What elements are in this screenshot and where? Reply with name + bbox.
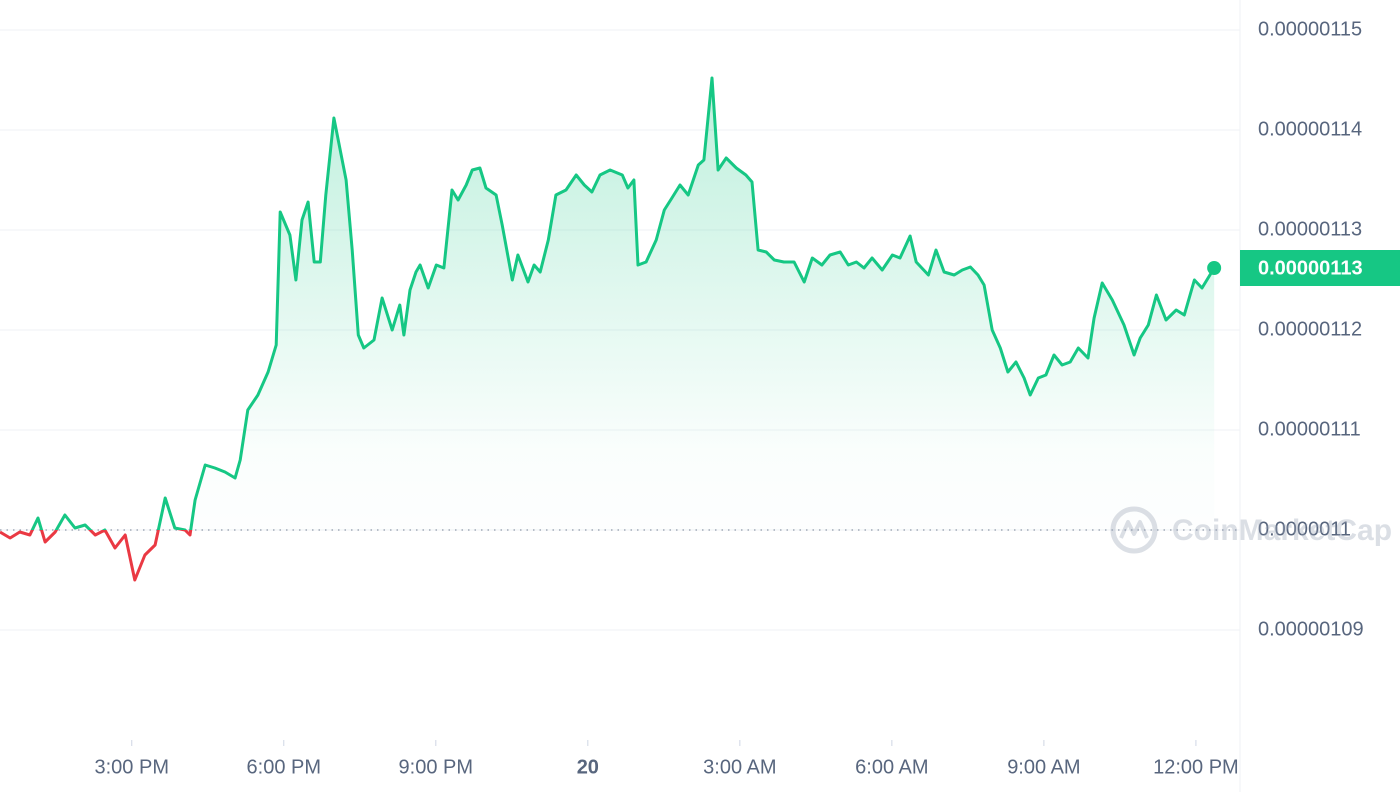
- y-tick-label: 0.00000113: [1258, 218, 1362, 240]
- x-tick-label: 6:00 AM: [855, 756, 928, 778]
- x-tick-label: 20: [577, 756, 599, 778]
- y-tick-label: 0.00000111: [1258, 418, 1361, 440]
- y-tick-label: 0.0000011: [1258, 518, 1351, 540]
- watermark: CoinMarketCap: [1110, 506, 1392, 554]
- area: [0, 78, 1215, 530]
- x-tick-label: 6:00 PM: [247, 756, 321, 778]
- last-point: [1207, 261, 1222, 275]
- current-price-label: 0.00000113: [1258, 257, 1363, 279]
- x-tick-label: 3:00 PM: [95, 756, 169, 778]
- y-tick-label: 0.00000112: [1258, 318, 1362, 340]
- y-tick-label: 0.00000109: [1258, 618, 1364, 640]
- current-price-tag: [1240, 250, 1400, 286]
- x-tick-label: 3:00 AM: [703, 756, 776, 778]
- x-tick-label: 9:00 PM: [399, 756, 473, 778]
- x-tick-label: 12:00 PM: [1153, 756, 1239, 778]
- x-tick-label: 9:00 AM: [1007, 756, 1080, 778]
- watermark-text: CoinMarketCap: [1172, 514, 1392, 547]
- price-line-up: [30, 76, 1216, 530]
- watermark-logo: [1110, 506, 1158, 554]
- watermark-logo-mark: [1119, 520, 1149, 539]
- y-tick-label: 0.00000114: [1258, 118, 1362, 140]
- y-tick-label: 0.00000115: [1258, 18, 1362, 40]
